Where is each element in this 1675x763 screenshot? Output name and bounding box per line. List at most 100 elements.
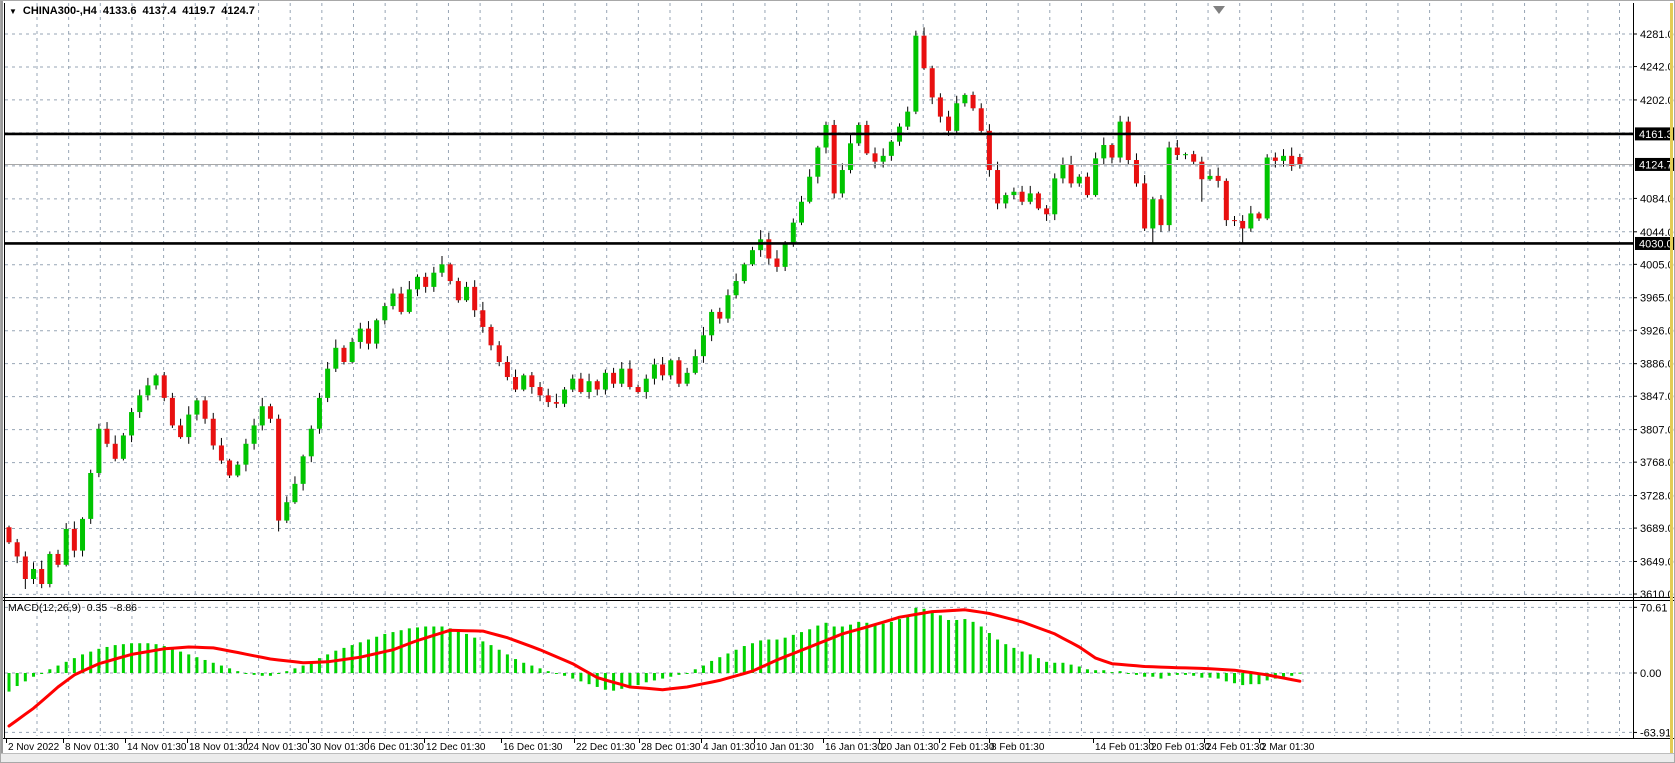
macd-histogram-bar bbox=[56, 665, 60, 673]
candle-body bbox=[1060, 164, 1066, 179]
candle-body bbox=[218, 445, 224, 461]
macd-histogram-bar bbox=[1020, 651, 1024, 673]
candle-body bbox=[1297, 157, 1303, 165]
candle-body bbox=[349, 341, 355, 362]
candle-body bbox=[602, 372, 608, 390]
candle-body bbox=[872, 153, 878, 162]
candle-body bbox=[1027, 193, 1033, 202]
macd-histogram-bar bbox=[987, 633, 991, 673]
macd-histogram-bar bbox=[1282, 673, 1286, 677]
macd-histogram-bar bbox=[228, 668, 232, 673]
time-axis-label: 20 Feb 01:30 bbox=[1151, 742, 1210, 753]
candle-body bbox=[635, 387, 641, 393]
macd-histogram-bar bbox=[1118, 671, 1122, 673]
candle-body bbox=[978, 108, 984, 131]
time-axis-label: 22 Dec 01:30 bbox=[576, 742, 636, 753]
candle-body bbox=[545, 395, 551, 403]
symbol-period-label: CHINA300-,H4 bbox=[22, 5, 97, 17]
candle-body bbox=[1272, 157, 1278, 161]
price-axis-label: 3649.0 bbox=[1640, 556, 1674, 568]
candle-body bbox=[586, 381, 592, 393]
macd-histogram-bar bbox=[669, 673, 673, 677]
macd-histogram-bar bbox=[64, 661, 68, 673]
candle-body bbox=[1084, 176, 1090, 196]
chart-header: ▼ CHINA300-,H4 4133.6 4137.4 4119.7 4124… bbox=[9, 5, 255, 17]
candle-body bbox=[1174, 147, 1180, 156]
time-axis-label: 14 Nov 01:30 bbox=[127, 742, 187, 753]
macd-histogram-bar bbox=[1167, 673, 1171, 676]
price-axis-label: 4281.0 bbox=[1640, 29, 1674, 41]
candle-body bbox=[692, 356, 698, 373]
macd-histogram-bar bbox=[979, 626, 983, 673]
macd-histogram-bar bbox=[857, 621, 861, 673]
macd-histogram-bar bbox=[293, 668, 297, 673]
macd-histogram-bar bbox=[1151, 673, 1155, 677]
symbol-dropdown-icon[interactable]: ▼ bbox=[9, 6, 17, 16]
macd-histogram-bar bbox=[849, 624, 853, 673]
candles-layer bbox=[6, 27, 1303, 590]
price-axis-label: 4202.0 bbox=[1640, 95, 1674, 107]
candle-body bbox=[1256, 213, 1262, 219]
macd-histogram-bar bbox=[97, 648, 101, 673]
chart-shift-marker-icon bbox=[1213, 6, 1225, 14]
time-axis-label: 30 Nov 01:30 bbox=[310, 742, 370, 753]
macd-histogram-bar bbox=[179, 651, 183, 673]
time-axis-label: 2 Feb 01:30 bbox=[941, 742, 995, 753]
macd-histogram-bar bbox=[130, 643, 134, 673]
candle-body bbox=[243, 443, 249, 465]
macd-histogram-bar bbox=[473, 637, 477, 673]
candle-body bbox=[1019, 191, 1025, 202]
macd-histogram-bar bbox=[236, 671, 240, 673]
candle-body bbox=[1133, 160, 1139, 184]
candle-body bbox=[937, 97, 943, 117]
candle-body bbox=[259, 406, 265, 426]
macd-histogram-bar bbox=[906, 615, 910, 673]
macd-histogram-bar bbox=[1045, 661, 1049, 673]
macd-histogram-bar bbox=[677, 673, 681, 675]
candle-body bbox=[676, 360, 682, 384]
candle-body bbox=[594, 381, 600, 390]
macd-histogram-bar bbox=[1012, 647, 1016, 673]
macd-histogram-bar bbox=[636, 673, 640, 686]
macd-histogram-bar bbox=[840, 626, 844, 673]
candle-body bbox=[1191, 154, 1197, 162]
price-axis-label: 4084.0 bbox=[1640, 193, 1674, 205]
candle-body bbox=[1003, 195, 1009, 204]
candle-body bbox=[651, 364, 657, 379]
candle-body bbox=[14, 542, 20, 557]
macd-histogram-bar bbox=[734, 649, 738, 673]
candle-body bbox=[668, 360, 674, 376]
macd-histogram-bar bbox=[889, 621, 893, 673]
macd-histogram-bar bbox=[628, 673, 632, 687]
macd-histogram-bar bbox=[301, 665, 305, 673]
macd-histogram-bar bbox=[1126, 673, 1130, 674]
macd-histogram-bar bbox=[996, 639, 1000, 673]
candle-body bbox=[398, 293, 404, 312]
macd-histogram-bar bbox=[1053, 662, 1057, 673]
macd-histogram-bar bbox=[963, 619, 967, 673]
macd-histogram-bar bbox=[1094, 670, 1098, 673]
candle-body bbox=[986, 130, 992, 171]
candle-body bbox=[6, 527, 12, 543]
macd-histogram-bar bbox=[317, 658, 321, 673]
time-axis-label: 16 Dec 01:30 bbox=[503, 742, 563, 753]
candle-body bbox=[178, 425, 184, 438]
candle-body bbox=[1044, 208, 1050, 215]
macd-histogram-bar bbox=[32, 673, 36, 677]
candle-body bbox=[1011, 191, 1017, 196]
macd-histogram-bar bbox=[138, 643, 142, 673]
macd-histogram-bar bbox=[563, 673, 567, 676]
macd-axis-label: 70.61 bbox=[1640, 602, 1668, 614]
candle-body bbox=[521, 375, 527, 390]
macd-histogram-bar bbox=[40, 673, 44, 674]
candle-body bbox=[962, 94, 968, 104]
macd-axis-label: 0.00 bbox=[1640, 668, 1661, 680]
candle-body bbox=[643, 378, 649, 393]
price-axis-label: 3728.0 bbox=[1640, 491, 1674, 503]
macd-histogram-bar bbox=[407, 628, 411, 673]
macd-histogram-bar bbox=[1077, 666, 1081, 673]
macd-histogram-bar bbox=[1134, 673, 1138, 675]
macd-histogram-bar bbox=[644, 673, 648, 683]
macd-histogram-bar bbox=[440, 626, 444, 673]
candle-body bbox=[325, 368, 331, 398]
